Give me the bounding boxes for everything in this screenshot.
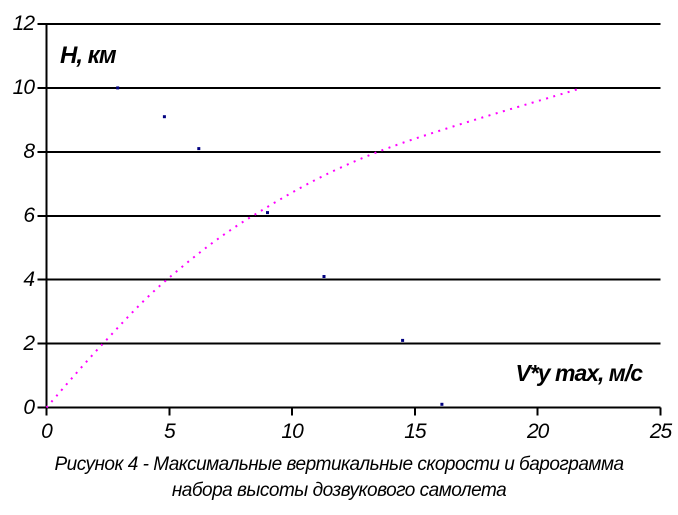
figure-caption: Рисунок 4 - Максимальные вертикальные ск…	[0, 452, 678, 504]
y-axis-title: Н, км	[60, 42, 117, 69]
x-tick-label: 10	[281, 420, 303, 443]
x-tick-label: 15	[404, 420, 426, 443]
scatter-point	[266, 211, 269, 215]
scatter-point	[162, 115, 166, 119]
x-tick-label: 20	[527, 420, 549, 443]
scatter-point	[440, 402, 444, 406]
scatter-point	[322, 275, 326, 278]
scatter-point	[116, 86, 120, 90]
barogram-curve	[45, 86, 583, 409]
scatter-point	[401, 338, 405, 342]
y-tick-label: 12	[12, 12, 35, 35]
x-tick-label: 25	[649, 420, 672, 443]
y-tick-label: 0	[23, 395, 35, 419]
y-tick-label: 10	[12, 75, 35, 99]
caption-line-2: набора высоты дозвукового самолета	[171, 480, 507, 501]
x-tick-label: 0	[41, 420, 53, 443]
caption-line-1: Рисунок 4 - Максимальные вертикальные ск…	[54, 454, 624, 475]
scatter-point	[197, 147, 201, 151]
y-tick-label: 4	[23, 267, 35, 291]
x-tick-label: 5	[163, 420, 176, 443]
y-tick-label: 8	[23, 139, 35, 163]
x-axis-title: V*y max, м/с	[515, 360, 643, 386]
y-tick-label: 6	[23, 203, 35, 227]
y-tick-label: 2	[23, 331, 35, 355]
